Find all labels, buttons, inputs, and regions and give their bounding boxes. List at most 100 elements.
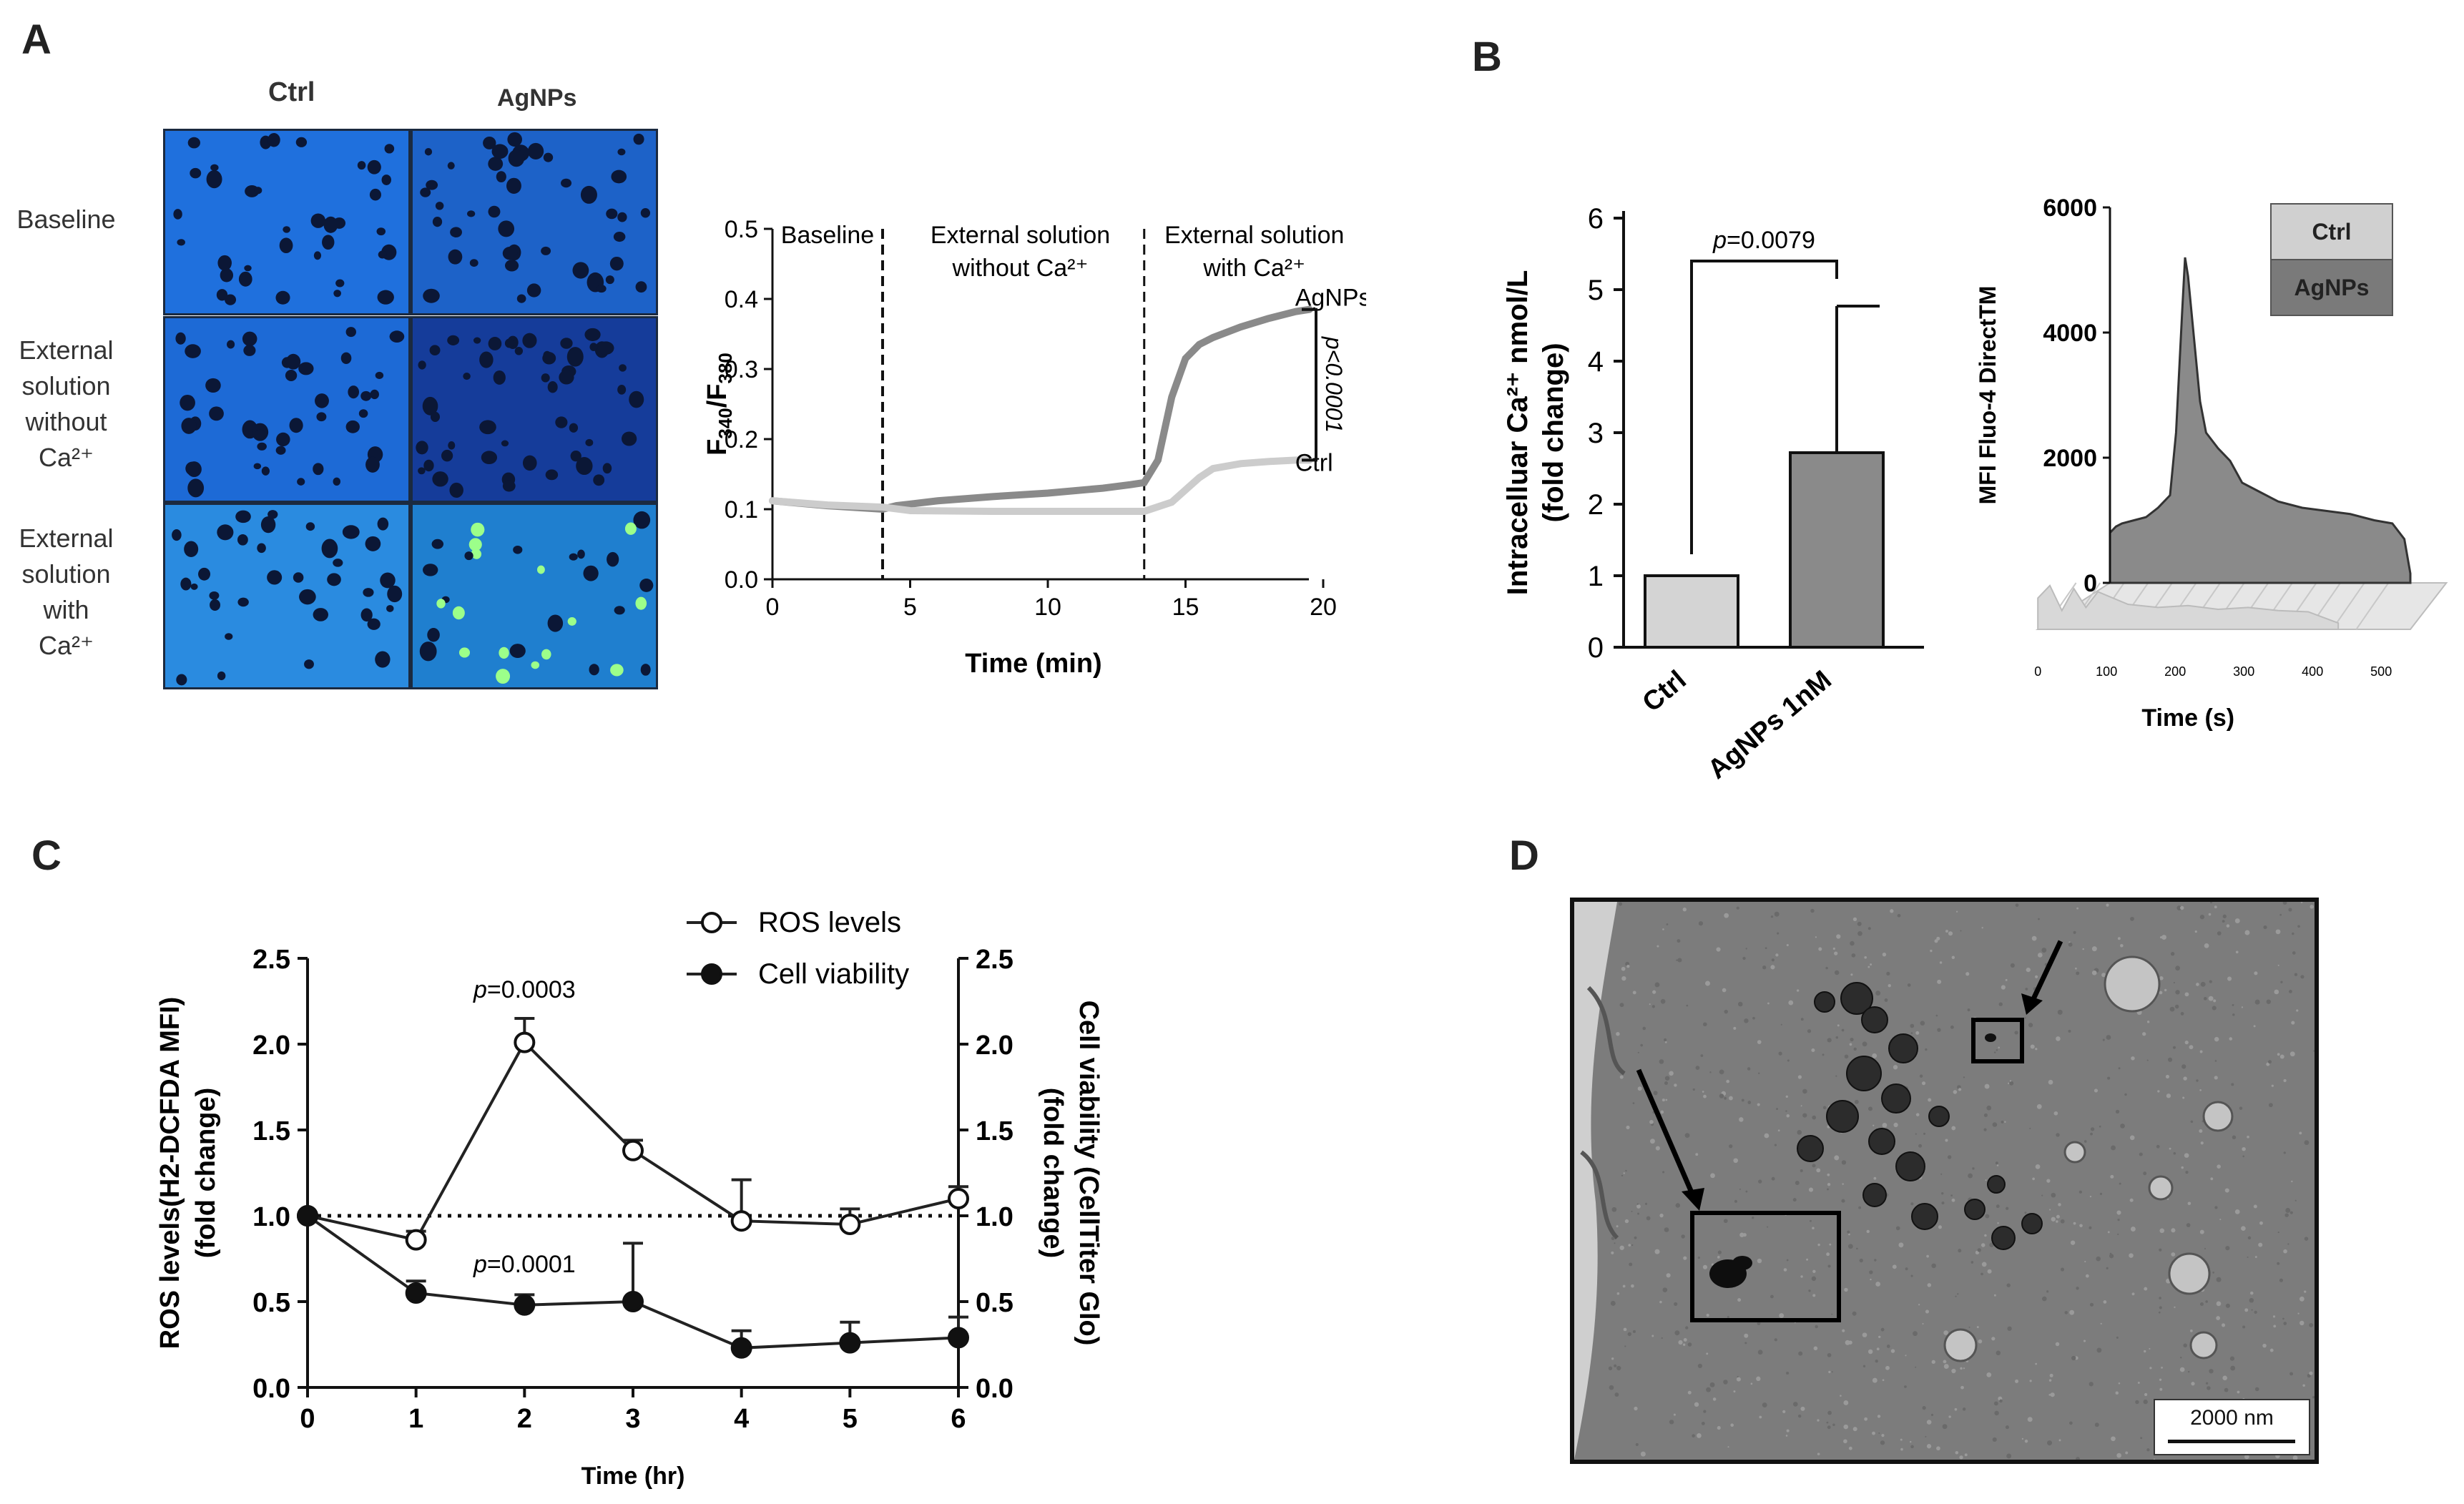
granule	[1692, 1434, 1695, 1437]
cell-dot	[333, 477, 340, 486]
cell-dot	[502, 480, 516, 492]
y-tick-label: 0.3	[725, 356, 758, 383]
granule	[2304, 1290, 2307, 1293]
granule	[1953, 1090, 1958, 1094]
granule	[2167, 1057, 2173, 1062]
granule	[2025, 988, 2028, 991]
granule	[2182, 1096, 2185, 1099]
granule	[1609, 1385, 1614, 1390]
cell-dot	[567, 616, 576, 626]
y-tick-label-right: 0.5	[976, 1288, 1013, 1318]
granule	[1869, 1270, 1873, 1274]
granule	[2203, 997, 2207, 1001]
granule	[2159, 991, 2163, 995]
x-tick-label: 0	[766, 594, 780, 621]
tem-micrograph: 2000 nm	[1570, 898, 2319, 1464]
fluo4-histogram-chart: 0 2000 4000 6000 0 100 200 300 400 500 Time (s) MFI…	[1975, 195, 2448, 732]
granule	[1802, 1113, 1807, 1118]
granule	[2210, 1177, 2214, 1181]
granule	[1730, 1423, 1734, 1427]
granule	[2026, 967, 2031, 973]
cell-dot	[345, 327, 356, 338]
cell-dot	[436, 599, 446, 609]
granule	[2184, 992, 2189, 997]
granule	[1770, 1294, 1774, 1299]
granule	[2254, 1310, 2257, 1314]
cell-dot	[633, 511, 651, 529]
granule	[1882, 952, 1887, 957]
granule	[1893, 1065, 1898, 1070]
granule	[2008, 1082, 2010, 1084]
granule	[1875, 1282, 1881, 1287]
granule	[1786, 1259, 1789, 1262]
granule	[2304, 1237, 2309, 1241]
granule	[1872, 1053, 1878, 1058]
y-tick-label: 4000	[2043, 320, 2097, 347]
granule	[2254, 999, 2260, 1005]
granule	[1717, 1426, 1721, 1430]
granule	[1716, 947, 1721, 952]
granule	[2088, 1382, 2094, 1387]
granule	[2032, 1177, 2035, 1181]
granule	[1775, 953, 1779, 957]
granule	[2125, 1451, 2129, 1455]
cell-dot	[491, 144, 509, 159]
granule	[1675, 1203, 1681, 1208]
cell-dot	[432, 217, 443, 227]
granule	[1614, 1392, 1619, 1397]
x-tick-label: 4	[734, 1404, 749, 1434]
granule	[1955, 1295, 1957, 1297]
cell-dot	[522, 333, 537, 348]
cell-dot	[479, 420, 496, 435]
granule	[2294, 1199, 2297, 1201]
granule	[2175, 990, 2180, 995]
granule	[1878, 1335, 1881, 1339]
granule	[2159, 976, 2164, 980]
phase-label: External solution	[931, 222, 1110, 249]
granule	[1717, 1250, 1722, 1254]
granule	[1779, 1313, 1785, 1318]
granule	[2226, 924, 2230, 928]
granule	[2283, 1249, 2287, 1254]
granule	[1610, 1300, 1616, 1306]
cell-dot	[180, 577, 192, 591]
granule	[1996, 1350, 2001, 1356]
cell-dot	[172, 529, 182, 541]
granule	[2058, 1203, 2061, 1206]
cell-dot	[363, 588, 374, 597]
granule	[2310, 905, 2314, 909]
granule	[2088, 1226, 2092, 1229]
cell-dot	[257, 543, 266, 554]
granule	[2173, 1151, 2176, 1155]
cell-dot	[348, 385, 360, 399]
y-axis-label: MFI Fluo-4 DirectTM	[1975, 286, 2001, 505]
cell-dot	[316, 412, 327, 422]
cell-dot	[468, 538, 482, 551]
granule	[2185, 1171, 2189, 1174]
cell-dot	[244, 265, 252, 272]
cell-dot	[560, 338, 573, 349]
granule	[2242, 1325, 2246, 1329]
granule	[2137, 1382, 2140, 1384]
granule	[2056, 1036, 2061, 1041]
granule	[2109, 1254, 2114, 1259]
granule	[1825, 966, 1828, 970]
granule	[1800, 1169, 1803, 1173]
floor-hatch	[2331, 582, 2365, 630]
granule	[1960, 1367, 1963, 1370]
granule	[1832, 1423, 1835, 1426]
granule	[1739, 1232, 1744, 1237]
granule	[1948, 931, 1953, 936]
granule	[1724, 1009, 1728, 1014]
cell-dot	[217, 671, 226, 681]
granule	[2076, 1457, 2080, 1460]
vacuole	[1943, 1328, 1978, 1362]
micrograph-ctrl-without-ca	[163, 316, 411, 503]
cell-dot	[267, 510, 278, 519]
granule	[2129, 1135, 2135, 1141]
granule	[1815, 1324, 1818, 1329]
granule	[1893, 1122, 1898, 1128]
granule	[2089, 1302, 2094, 1307]
granule	[1634, 1406, 1638, 1411]
granule	[1800, 1018, 1804, 1021]
